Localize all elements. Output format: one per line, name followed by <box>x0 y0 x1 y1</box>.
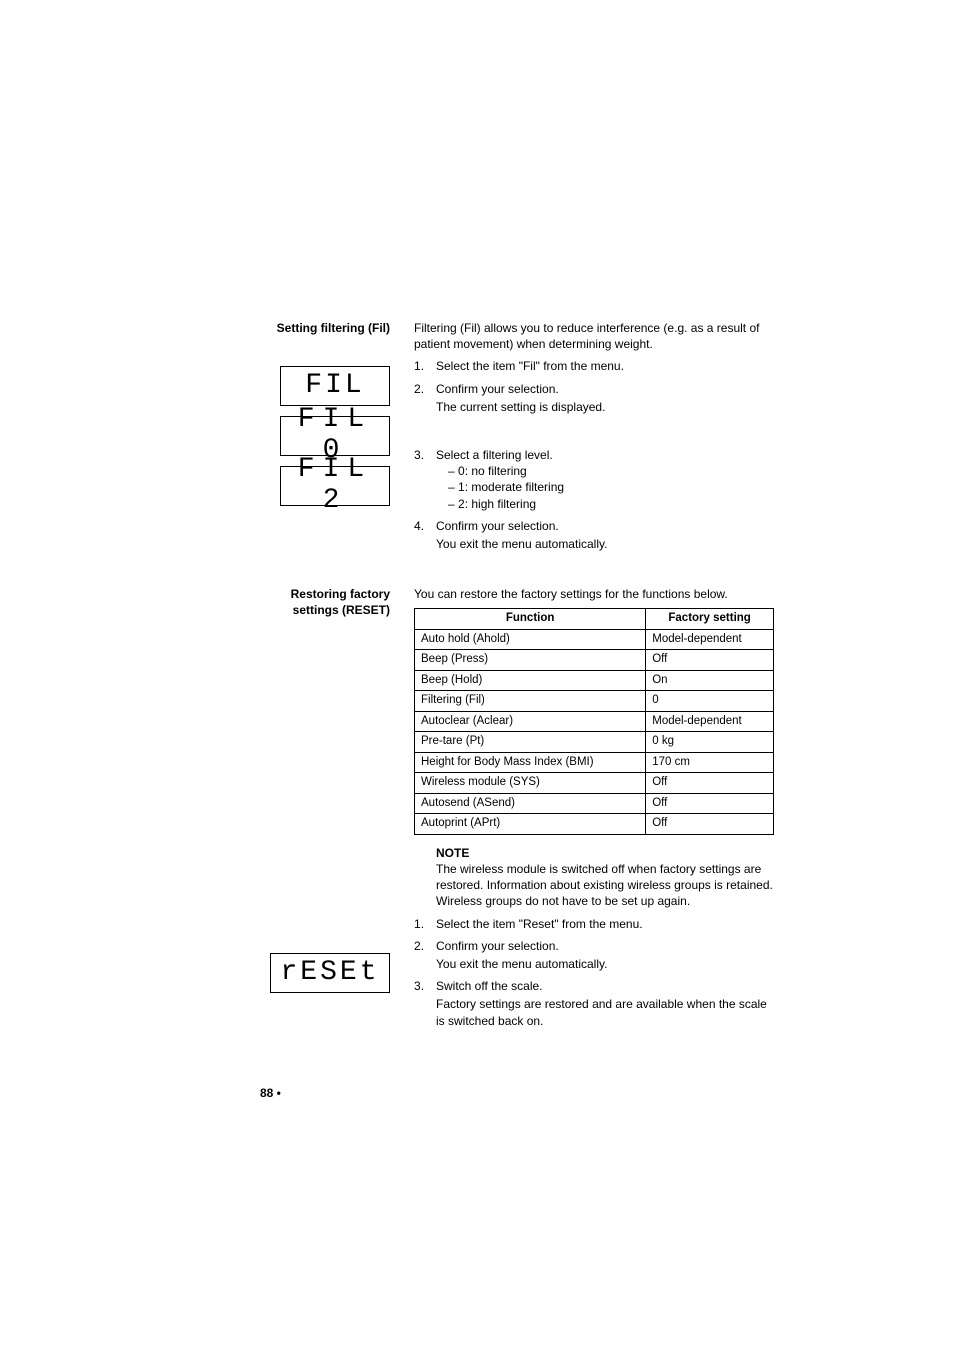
cell: Beep (Press) <box>415 650 646 671</box>
lcd-fil-0: FIL 0 <box>280 416 390 456</box>
page-number: 88 • <box>260 1085 774 1101</box>
table-row: Filtering (Fil)0 <box>415 691 774 712</box>
lcd-fil: FIL <box>280 366 390 406</box>
section1-intro: Filtering (Fil) allows you to reduce int… <box>414 320 774 352</box>
cell: Autoprint (APrt) <box>415 814 646 835</box>
cell: Autosend (ASend) <box>415 793 646 814</box>
cell: Height for Body Mass Index (BMI) <box>415 752 646 773</box>
right-column: Filtering (Fil) allows you to reduce int… <box>414 320 774 558</box>
step1: Select the item "Fil" from the menu. <box>414 358 774 374</box>
step4: Confirm your selection. You exit the men… <box>414 518 774 552</box>
cell: Autoclear (Aclear) <box>415 711 646 732</box>
left-column: Setting filtering (Fil) FIL FIL 0 FIL 2 <box>260 320 390 558</box>
table-row: Wireless module (SYS)Off <box>415 773 774 794</box>
cell: Model-dependent <box>646 711 774 732</box>
section2-intro: You can restore the factory settings for… <box>414 586 774 602</box>
cell: Auto hold (Ahold) <box>415 629 646 650</box>
th-function: Function <box>415 609 646 630</box>
table-row: Beep (Press)Off <box>415 650 774 671</box>
cell: Model-dependent <box>646 629 774 650</box>
reset-step3: Switch off the scale. Factory settings a… <box>414 978 774 1029</box>
lcd-fil-2: FIL 2 <box>280 466 390 506</box>
step2-text: Confirm your selection. <box>436 382 559 396</box>
lcd-reset: rESEt <box>270 953 390 993</box>
cell: Pre-tare (Pt) <box>415 732 646 753</box>
reset-step1-text: Select the item "Reset" from the menu. <box>436 917 643 931</box>
reset-step3-sub: Factory settings are restored and are av… <box>436 996 774 1028</box>
cell: Filtering (Fil) <box>415 691 646 712</box>
table-row: Autosend (ASend)Off <box>415 793 774 814</box>
cell: Off <box>646 814 774 835</box>
section1-heading: Setting filtering (Fil) <box>260 320 390 336</box>
lcd-group: FIL FIL 0 FIL 2 <box>260 366 390 506</box>
note-title: NOTE <box>436 845 774 861</box>
step4-sub: You exit the menu automatically. <box>436 536 774 552</box>
table-body: Auto hold (Ahold)Model-dependent Beep (P… <box>415 629 774 834</box>
step3: Select a filtering level. 0: no filterin… <box>414 447 774 512</box>
lcd-reset-wrap: rESEt <box>260 953 390 993</box>
section-reset: Restoring factory settings (RESET) rESEt… <box>260 586 774 1035</box>
step1-text: Select the item "Fil" from the menu. <box>436 359 624 373</box>
reset-step2-sub: You exit the menu automatically. <box>436 956 774 972</box>
section-filtering: Setting filtering (Fil) FIL FIL 0 FIL 2 … <box>260 320 774 558</box>
table-row: Autoclear (Aclear)Model-dependent <box>415 711 774 732</box>
factory-settings-table: Function Factory setting Auto hold (Ahol… <box>414 608 774 835</box>
section2-steps: Select the item "Reset" from the menu. C… <box>414 916 774 1029</box>
table-row: Height for Body Mass Index (BMI)170 cm <box>415 752 774 773</box>
cell: Beep (Hold) <box>415 670 646 691</box>
cell: Off <box>646 773 774 794</box>
left-column-2: Restoring factory settings (RESET) rESEt <box>260 586 390 1035</box>
cell: 0 kg <box>646 732 774 753</box>
note-block: NOTE The wireless module is switched off… <box>436 845 774 910</box>
cell: 0 <box>646 691 774 712</box>
reset-step3-text: Switch off the scale. <box>436 979 543 993</box>
section2-heading: Restoring factory settings (RESET) <box>260 586 390 618</box>
cell: Off <box>646 793 774 814</box>
table-row: Autoprint (APrt)Off <box>415 814 774 835</box>
table-row: Auto hold (Ahold)Model-dependent <box>415 629 774 650</box>
step3-text: Select a filtering level. <box>436 448 553 462</box>
right-column-2: You can restore the factory settings for… <box>414 586 774 1035</box>
reset-step2: Confirm your selection. You exit the men… <box>414 938 774 972</box>
cell: Wireless module (SYS) <box>415 773 646 794</box>
opt-0: 0: no filtering <box>448 463 774 479</box>
step2-sub: The current setting is displayed. <box>436 399 774 415</box>
reset-step1: Select the item "Reset" from the menu. <box>414 916 774 932</box>
opt-1: 1: moderate filtering <box>448 479 774 495</box>
step3-options: 0: no filtering 1: moderate filtering 2:… <box>436 463 774 512</box>
table-row: Pre-tare (Pt)0 kg <box>415 732 774 753</box>
reset-step2-text: Confirm your selection. <box>436 939 559 953</box>
note-body: The wireless module is switched off when… <box>436 861 774 910</box>
cell: On <box>646 670 774 691</box>
cell: Off <box>646 650 774 671</box>
th-setting: Factory setting <box>646 609 774 630</box>
table-row: Beep (Hold)On <box>415 670 774 691</box>
step2: Confirm your selection. The current sett… <box>414 381 774 415</box>
step4-text: Confirm your selection. <box>436 519 559 533</box>
cell: 170 cm <box>646 752 774 773</box>
opt-2: 2: high filtering <box>448 496 774 512</box>
section1-steps: Select the item "Fil" from the menu. Con… <box>414 358 774 552</box>
